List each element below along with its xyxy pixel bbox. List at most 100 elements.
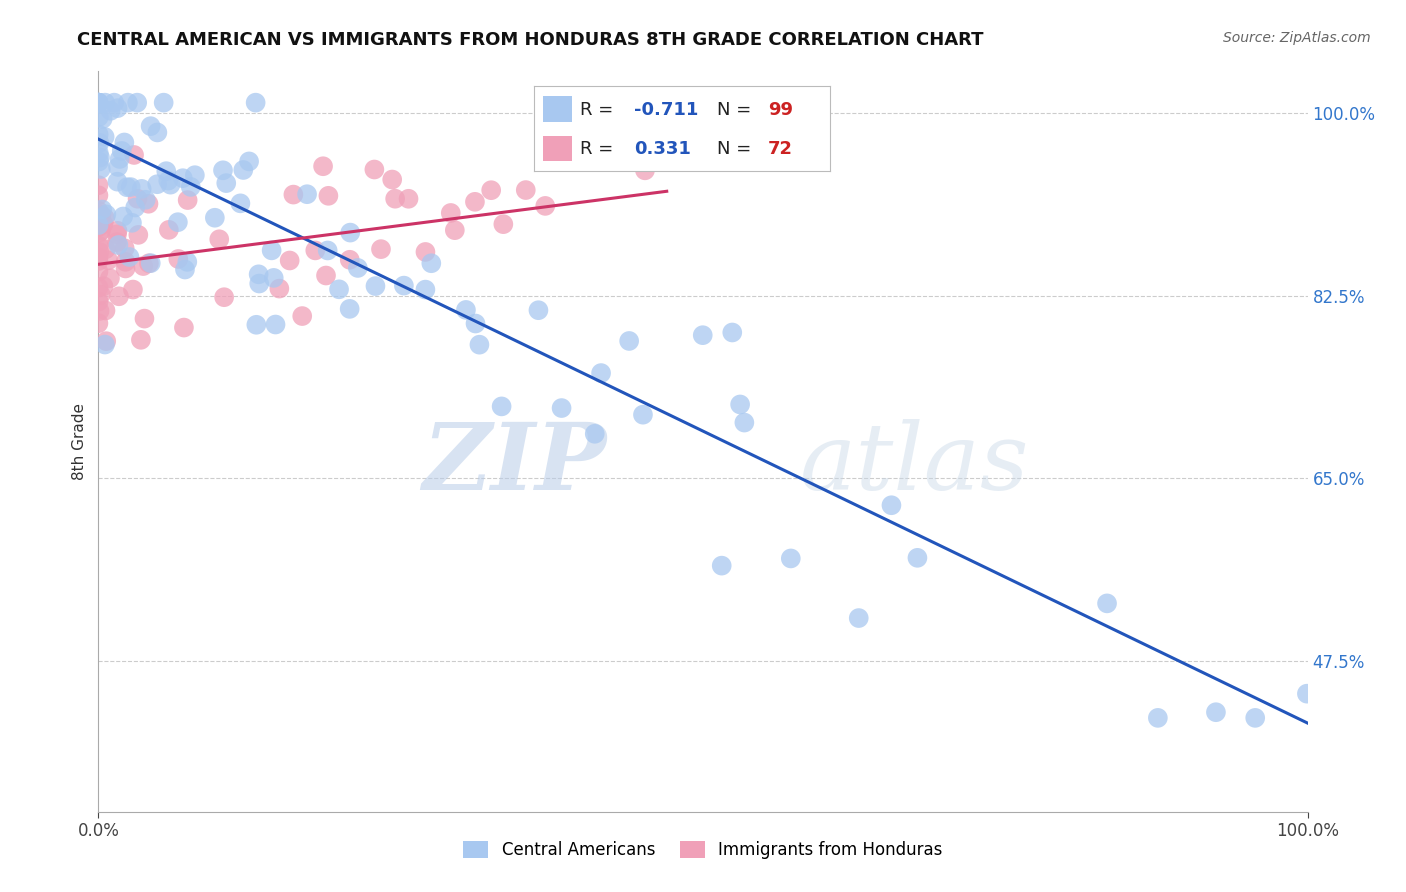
Point: [108, 289, 131, 303]
Point: [91, 112, 114, 126]
Point: [464, 317, 486, 331]
Point: [94, 337, 117, 351]
Point: [492, 217, 515, 231]
Point: [880, 498, 903, 512]
Point: [245, 95, 267, 110]
Point: [87, 95, 110, 110]
Point: [1147, 711, 1170, 725]
Point: [515, 183, 537, 197]
Point: [87, 95, 110, 110]
Point: [247, 277, 270, 291]
Point: [89, 151, 111, 165]
Point: [174, 262, 197, 277]
Point: [304, 244, 326, 258]
Point: [122, 283, 145, 297]
Point: [907, 550, 929, 565]
Point: [1095, 596, 1118, 610]
Point: [135, 193, 157, 207]
Point: [131, 182, 153, 196]
Point: [117, 95, 139, 110]
Point: [121, 216, 143, 230]
Point: [138, 256, 160, 270]
Point: [159, 178, 181, 192]
Point: [97, 253, 120, 268]
Point: [89, 304, 111, 318]
Point: [491, 400, 513, 414]
Point: [152, 95, 174, 110]
Point: [591, 366, 613, 380]
Point: [96, 334, 118, 348]
Point: [87, 203, 110, 218]
Point: [339, 252, 361, 267]
Point: [87, 110, 110, 124]
Point: [232, 163, 254, 178]
Point: [87, 188, 110, 202]
Point: [87, 254, 110, 268]
Point: [617, 334, 640, 348]
Point: [238, 154, 260, 169]
Point: [139, 256, 162, 270]
Point: [212, 290, 235, 304]
Point: [157, 223, 180, 237]
Point: [105, 235, 128, 249]
Point: [134, 311, 156, 326]
Point: [583, 426, 606, 441]
Point: [107, 224, 129, 238]
Point: [107, 160, 129, 174]
Point: [454, 302, 477, 317]
Point: [114, 255, 136, 269]
Point: [127, 95, 149, 110]
Point: [127, 192, 149, 206]
Point: [1205, 705, 1227, 719]
Point: [398, 192, 420, 206]
Point: [215, 176, 238, 190]
Point: [631, 408, 654, 422]
Point: [440, 206, 463, 220]
Point: [112, 136, 135, 150]
Point: [468, 337, 491, 351]
Text: ZIP: ZIP: [422, 418, 606, 508]
Point: [212, 163, 235, 178]
Point: [103, 95, 125, 110]
Point: [90, 287, 112, 301]
Point: [93, 129, 115, 144]
Point: [87, 154, 110, 169]
Point: [87, 280, 110, 294]
Point: [90, 223, 112, 237]
Point: [87, 219, 110, 234]
Point: [634, 163, 657, 178]
Point: [384, 192, 406, 206]
Point: [316, 244, 339, 258]
Point: [295, 187, 318, 202]
Point: [339, 301, 361, 316]
Point: [146, 178, 169, 192]
Point: [105, 227, 128, 242]
Point: [779, 551, 801, 566]
Point: [173, 320, 195, 334]
Text: atlas: atlas: [800, 418, 1029, 508]
Point: [112, 210, 135, 224]
Point: [443, 223, 465, 237]
Point: [108, 152, 131, 166]
Point: [346, 260, 368, 275]
Point: [269, 282, 291, 296]
Point: [291, 309, 314, 323]
Point: [87, 218, 110, 232]
Point: [114, 241, 136, 255]
Point: [93, 217, 115, 231]
Point: [138, 196, 160, 211]
Point: [94, 303, 117, 318]
Point: [107, 238, 129, 252]
Point: [87, 238, 110, 252]
Point: [90, 162, 112, 177]
Y-axis label: 8th Grade: 8th Grade: [72, 403, 87, 480]
Point: [87, 95, 110, 110]
Point: [87, 128, 110, 142]
Point: [167, 215, 190, 229]
Point: [180, 180, 202, 194]
Point: [415, 283, 437, 297]
Point: [176, 193, 198, 207]
Point: [87, 95, 110, 110]
Point: [111, 144, 134, 158]
Point: [721, 326, 744, 340]
